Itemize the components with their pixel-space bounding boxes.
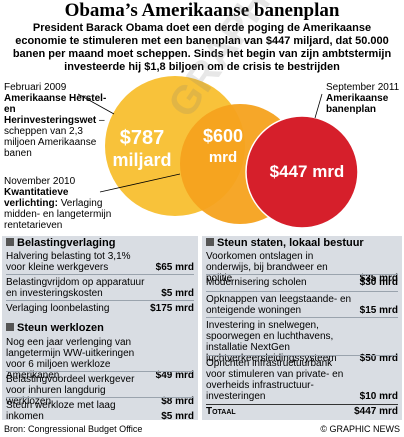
- row-divider: [206, 274, 398, 275]
- list-item: Investering in snelwegen, spoorwegen en …: [206, 320, 398, 364]
- list-item: Verlaging loonbelasting $175 mrd: [6, 303, 194, 314]
- bullet-square-icon: [206, 238, 214, 246]
- item-description: Opknappen van leegstaande- en onteigende…: [206, 294, 352, 316]
- list-item: Modernisering scholen $30 mrd: [206, 277, 398, 288]
- list-item: Opknappen van leegstaande- en onteigende…: [206, 294, 398, 316]
- bullet-square-icon: [6, 323, 14, 331]
- intro-text: President Barack Obama doet een derde po…: [12, 22, 392, 73]
- item-description: Modernisering scholen: [206, 277, 307, 288]
- item-description: Steun werkloze met laag inkomen: [6, 400, 116, 422]
- total-row: Totaal $447 mrd: [206, 406, 398, 417]
- feb-date: Februari 2009: [4, 82, 67, 93]
- nov-label: November 2010 Kwantitatieve verlichting:…: [4, 176, 112, 231]
- circle-447: [245, 115, 359, 229]
- feb-label: Februari 2009 Amerikaanse Herstel- en He…: [4, 82, 108, 159]
- item-value: $5 mrd: [161, 411, 194, 422]
- list-item: Nog een jaar verlenging van langetermijn…: [6, 337, 194, 381]
- item-description: Oprichten infrastructuurbank voor stimul…: [206, 358, 344, 402]
- row-divider: [6, 397, 194, 398]
- list-item: Oprichten infrastructuurbank voor stimul…: [206, 358, 398, 402]
- item-value: $8 mrd: [161, 396, 194, 407]
- venn-chart: $787 miljard $600 mrd $447 mrd: [0, 74, 404, 230]
- right-panel: [202, 236, 402, 420]
- leader-feb: [77, 93, 115, 115]
- page-title: Obama’s Amerikaanse banenplan: [64, 0, 340, 21]
- item-value: $30 mrd: [359, 277, 398, 288]
- total-separator: [206, 404, 398, 405]
- label-600-value: $600: [203, 126, 243, 146]
- row-divider: [6, 274, 194, 275]
- list-item: Halvering belasting tot 3,1% voor kleine…: [6, 251, 194, 273]
- list-item: Voorkomen ontslagen in onderwijs, bij br…: [206, 251, 398, 284]
- row-divider: [206, 317, 398, 318]
- item-value: $50 mrd: [359, 353, 398, 364]
- item-value: $15 mrd: [359, 305, 398, 316]
- item-description: Verlaging loonbelasting: [6, 303, 110, 314]
- nov-date: November 2010: [4, 176, 76, 187]
- row-divider: [6, 371, 194, 372]
- list-item: Steun werkloze met laag inkomen $5 mrd: [6, 400, 194, 422]
- item-value: $175 mrd: [150, 303, 194, 314]
- left-sec2-title: Steun werklozen: [6, 322, 104, 335]
- label-787-value: $787: [120, 127, 165, 149]
- item-value: $65 mrd: [155, 262, 194, 273]
- sep-date: September 2011: [326, 82, 400, 93]
- label-600-unit: mrd: [209, 149, 237, 166]
- item-value: $49 mrd: [155, 370, 194, 381]
- item-description: Voorkomen ontslagen in onderwijs, bij br…: [206, 251, 328, 284]
- item-description: Halvering belasting tot 3,1% voor kleine…: [6, 251, 131, 273]
- item-value: $10 mrd: [359, 391, 398, 402]
- item-value: $35 mrd: [359, 273, 398, 284]
- sep-label: September 2011 Amerikaanse banenplan: [326, 82, 402, 115]
- total-label: Totaal: [206, 406, 236, 417]
- item-value: $5 mrd: [161, 288, 194, 299]
- bullet-square-icon: [6, 238, 14, 246]
- left-sec1-title: Belastingverlaging: [6, 237, 115, 250]
- nov-text: Verlaging midden- en langetermijn rentet…: [4, 198, 112, 231]
- credit-text: © GRAPHIC NEWS: [320, 424, 400, 434]
- feb-text: – scheppen van 2,3 miljoen Amerikaanse b…: [4, 115, 105, 159]
- row-divider: [206, 355, 398, 356]
- nov-title: Kwantitatieve verlichting:: [4, 187, 69, 209]
- item-description: Nog een jaar verlenging van langetermijn…: [6, 337, 135, 381]
- total-value: $447 mrd: [354, 406, 398, 417]
- list-item: Belastingvrijdom op apparatuur en invest…: [6, 277, 194, 299]
- label-447: $447 mrd: [270, 162, 345, 181]
- feb-title: Amerikaanse Herstel- en Herinvesteringsw…: [4, 93, 107, 126]
- item-description: Belastingvoordeel werkgever voor inhuren…: [6, 374, 135, 407]
- leader-nov: [99, 173, 181, 193]
- item-description: Investering in snelwegen, spoorwegen en …: [206, 320, 337, 364]
- venn-svg: $787 miljard $600 mrd $447 mrd: [77, 76, 359, 229]
- list-item: Belastingvoordeel werkgever voor inhuren…: [6, 374, 194, 407]
- row-divider: [206, 291, 398, 292]
- leader-sep: [314, 93, 323, 119]
- sep-title: Amerikaanse banenplan: [326, 93, 389, 115]
- right-title: Steun staten, lokaal bestuur: [206, 237, 364, 250]
- label-787-unit: miljard: [112, 150, 171, 170]
- row-divider: [6, 300, 194, 301]
- item-description: Belastingvrijdom op apparatuur en invest…: [6, 277, 145, 299]
- left-panel: [2, 236, 198, 420]
- source-text: Bron: Congressional Budget Office: [4, 424, 143, 434]
